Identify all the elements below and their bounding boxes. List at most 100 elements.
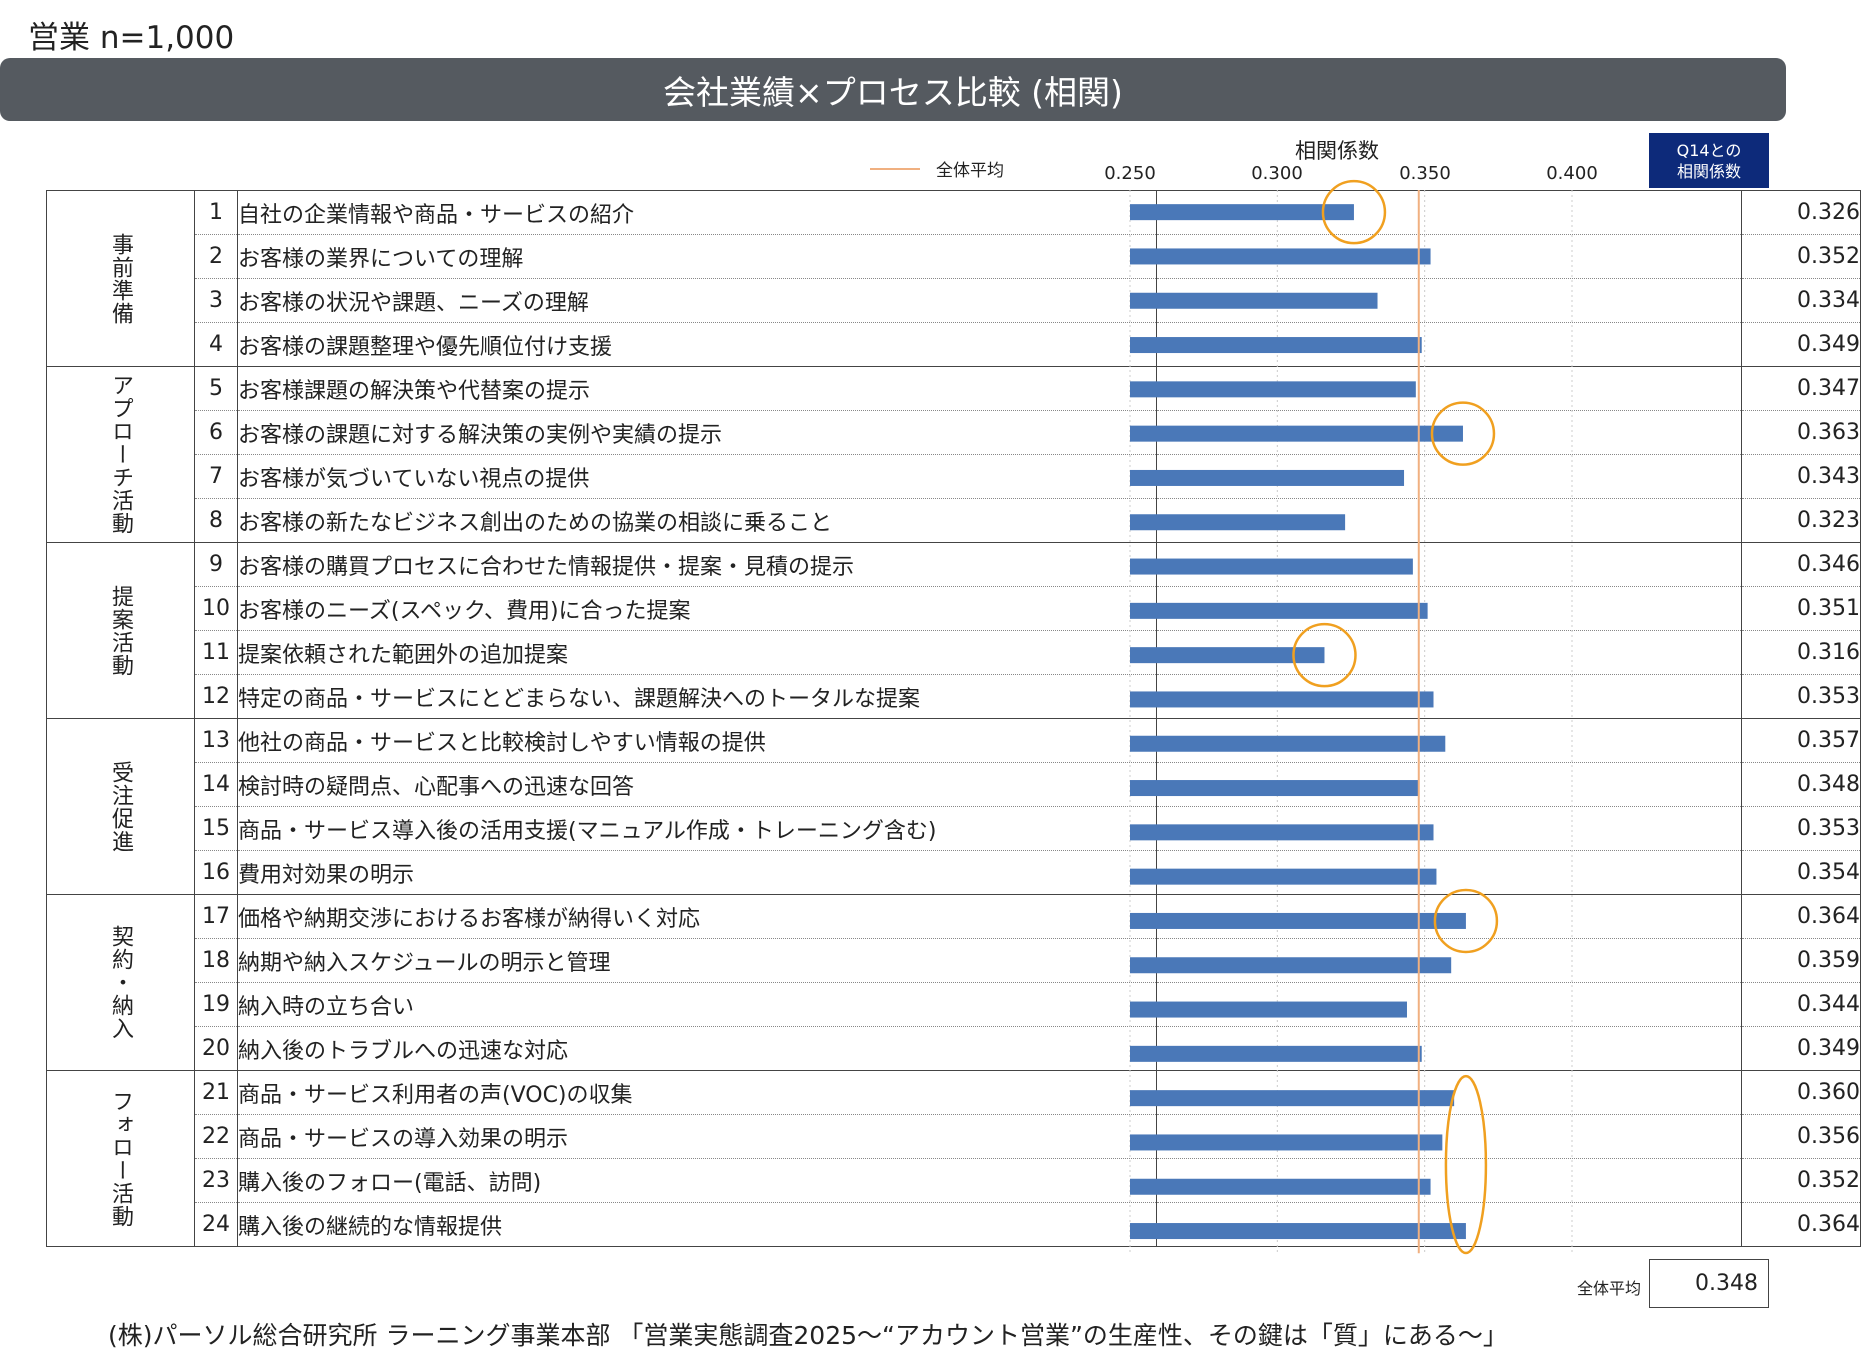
correlation-value: 0.351 bbox=[1741, 586, 1861, 631]
table-row: 提案活動 9 お客様の購買プロセスに合わせた情報提供・提案・見積の提示 0.346 bbox=[46, 542, 1861, 719]
item-label: お客様が気づいていない視点の提供 bbox=[237, 454, 1157, 499]
chart-cell bbox=[1156, 1202, 1742, 1247]
category-label: 契約・納入 bbox=[46, 894, 195, 1071]
category-label: 事前準備 bbox=[46, 190, 195, 367]
x-tick-label: 0.350 bbox=[1399, 163, 1451, 184]
item-label: お客様のニーズ(スペック、費用)に合った提案 bbox=[237, 586, 1157, 631]
table-row: アプローチ活動 5 お客様課題の解決策や代替案の提示 0.347 bbox=[46, 366, 1861, 543]
chart-cell bbox=[1156, 674, 1742, 719]
item-number: 14 bbox=[194, 762, 238, 807]
item-label: 納期や納入スケジュールの明示と管理 bbox=[237, 938, 1157, 983]
table-row: 12 特定の商品・サービスにとどまらない、課題解決へのトータルな提案 0.353 bbox=[47, 674, 1861, 719]
table-row: 22 商品・サービスの導入効果の明示 0.356 bbox=[47, 1114, 1861, 1159]
chart-cell bbox=[1156, 894, 1742, 939]
legend-label: 全体平均 bbox=[936, 161, 1004, 181]
table-row: 11 提案依頼された範囲外の追加提案 0.316 bbox=[47, 630, 1861, 675]
sample-size-label: 営業 n=1,000 bbox=[28, 20, 235, 56]
correlation-value: 0.323 bbox=[1741, 498, 1861, 543]
table-row: 3 お客様の状況や課題、ニーズの理解 0.334 bbox=[47, 278, 1861, 323]
x-tick-label: 0.250 bbox=[1104, 163, 1156, 184]
table-row: 19 納入時の立ち合い 0.344 bbox=[47, 982, 1861, 1027]
table-row: 23 購入後のフォロー(電話、訪問) 0.352 bbox=[47, 1158, 1861, 1203]
table-row: 10 お客様のニーズ(スペック、費用)に合った提案 0.351 bbox=[47, 586, 1861, 631]
item-number: 11 bbox=[194, 630, 238, 675]
item-label: お客様の新たなビジネス創出のための協業の相談に乗ること bbox=[237, 498, 1157, 543]
item-label: お客様課題の解決策や代替案の提示 bbox=[237, 366, 1157, 411]
item-label: 価格や納期交渉におけるお客様が納得いく対応 bbox=[237, 894, 1157, 939]
item-label: 検討時の疑問点、心配事への迅速な回答 bbox=[237, 762, 1157, 807]
table-row: 4 お客様の課題整理や優先順位付け支援 0.349 bbox=[47, 322, 1861, 367]
item-label: お客様の状況や課題、ニーズの理解 bbox=[237, 278, 1157, 323]
table-row: 18 納期や納入スケジュールの明示と管理 0.359 bbox=[47, 938, 1861, 983]
overall-average-label: 全体平均 bbox=[1577, 1279, 1642, 1298]
correlation-value: 0.363 bbox=[1741, 410, 1861, 455]
chart-cell bbox=[1156, 586, 1742, 631]
item-label: 費用対効果の明示 bbox=[237, 850, 1157, 895]
chart-cell bbox=[1156, 410, 1742, 455]
table-row: 20 納入後のトラブルへの迅速な対応 0.349 bbox=[47, 1026, 1861, 1071]
item-number: 1 bbox=[194, 190, 238, 235]
item-label: 商品・サービス利用者の声(VOC)の収集 bbox=[237, 1070, 1157, 1115]
item-number: 24 bbox=[194, 1202, 238, 1247]
process-table: 事前準備 1 自社の企業情報や商品・サービスの紹介 0.326 2 お客様の業界についての… bbox=[46, 190, 1861, 1247]
x-tick-label: 0.300 bbox=[1251, 163, 1303, 184]
correlation-value: 0.364 bbox=[1741, 1202, 1861, 1247]
chart-cell bbox=[1156, 938, 1742, 983]
item-label: 納入後のトラブルへの迅速な対応 bbox=[237, 1026, 1157, 1071]
item-label: 購入後のフォロー(電話、訪問) bbox=[237, 1158, 1157, 1203]
table-row: 2 お客様の業界についての理解 0.352 bbox=[47, 234, 1861, 279]
table-row: 7 お客様が気づいていない視点の提供 0.343 bbox=[47, 454, 1861, 499]
chart-cell bbox=[1156, 542, 1742, 587]
table-row: 15 商品・サービス導入後の活用支援(マニュアル作成・トレーニング含む) 0.353 bbox=[47, 806, 1861, 851]
chart-cell bbox=[1156, 630, 1742, 675]
item-label: お客様の業界についての理解 bbox=[237, 234, 1157, 279]
correlation-value: 0.353 bbox=[1741, 806, 1861, 851]
item-number: 3 bbox=[194, 278, 238, 323]
item-number: 4 bbox=[194, 322, 238, 367]
page-title: 会社業績×プロセス比較 (相関) bbox=[663, 72, 1123, 112]
item-label: 購入後の継続的な情報提供 bbox=[237, 1202, 1157, 1247]
item-label: 納入時の立ち合い bbox=[237, 982, 1157, 1027]
chart-cell bbox=[1156, 982, 1742, 1027]
item-number: 16 bbox=[194, 850, 238, 895]
item-label: 特定の商品・サービスにとどまらない、課題解決へのトータルな提案 bbox=[237, 674, 1157, 719]
correlation-value: 0.356 bbox=[1741, 1114, 1861, 1159]
item-label: 自社の企業情報や商品・サービスの紹介 bbox=[237, 190, 1157, 235]
overall-average-value: 0.348 bbox=[1649, 1259, 1769, 1308]
item-number: 21 bbox=[194, 1070, 238, 1115]
correlation-value: 0.364 bbox=[1741, 894, 1861, 939]
item-number: 15 bbox=[194, 806, 238, 851]
item-number: 6 bbox=[194, 410, 238, 455]
correlation-value: 0.343 bbox=[1741, 454, 1861, 499]
table-row: 8 お客様の新たなビジネス創出のための協業の相談に乗ること 0.323 bbox=[47, 498, 1861, 543]
category-label: フォロー活動 bbox=[46, 1070, 195, 1247]
item-number: 5 bbox=[194, 366, 238, 411]
legend: 全体平均 bbox=[870, 156, 1004, 181]
item-label: 商品・サービス導入後の活用支援(マニュアル作成・トレーニング含む) bbox=[237, 806, 1157, 851]
chart-cell bbox=[1156, 718, 1742, 763]
correlation-value: 0.334 bbox=[1741, 278, 1861, 323]
table-row: 24 購入後の継続的な情報提供 0.364 bbox=[47, 1202, 1861, 1247]
item-number: 20 bbox=[194, 1026, 238, 1071]
chart-cell bbox=[1156, 762, 1742, 807]
item-number: 23 bbox=[194, 1158, 238, 1203]
chart-cell bbox=[1156, 1026, 1742, 1071]
table-row: 事前準備 1 自社の企業情報や商品・サービスの紹介 0.326 bbox=[46, 190, 1861, 367]
item-label: 他社の商品・サービスと比較検討しやすい情報の提供 bbox=[237, 718, 1157, 763]
item-number: 2 bbox=[194, 234, 238, 279]
x-axis-title: 相関係数 bbox=[1295, 139, 1379, 163]
item-number: 7 bbox=[194, 454, 238, 499]
item-number: 10 bbox=[194, 586, 238, 631]
correlation-value: 0.326 bbox=[1741, 190, 1861, 235]
chart-cell bbox=[1156, 234, 1742, 279]
category-label: アプローチ活動 bbox=[46, 366, 195, 543]
correlation-value: 0.316 bbox=[1741, 630, 1861, 675]
table-row: 16 費用対効果の明示 0.354 bbox=[47, 850, 1861, 895]
item-label: お客様の課題整理や優先順位付け支援 bbox=[237, 322, 1157, 367]
correlation-value: 0.349 bbox=[1741, 1026, 1861, 1071]
chart-cell bbox=[1156, 454, 1742, 499]
chart-cell bbox=[1156, 498, 1742, 543]
item-label: 商品・サービスの導入効果の明示 bbox=[237, 1114, 1157, 1159]
chart-cell bbox=[1156, 190, 1742, 235]
chart-cell bbox=[1156, 366, 1742, 411]
